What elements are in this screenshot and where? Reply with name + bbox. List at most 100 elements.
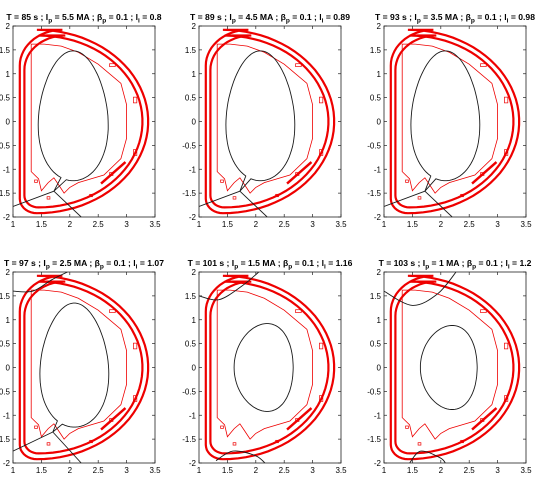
x-tick-label: 1.5 [222, 220, 234, 229]
x-tick-label: 3 [124, 220, 129, 229]
axes-frame [198, 271, 342, 464]
first-wall-contour [30, 289, 127, 440]
vessel-contour [209, 34, 330, 209]
outer-coil-contour [389, 274, 521, 461]
coil-block [417, 196, 422, 200]
x-tick-label: 3.5 [520, 220, 532, 229]
separatrix-leg [199, 190, 241, 207]
y-tick-label: -2 [189, 213, 197, 222]
y-tick-label: -1 [189, 165, 197, 174]
coil-block [319, 149, 324, 156]
x-tick-label: 2 [68, 466, 73, 475]
upper-field-line [13, 272, 69, 293]
coil-block [319, 395, 324, 402]
outer-coil-contour [18, 28, 150, 215]
x-tick-label: 2.5 [93, 220, 105, 229]
first-wall-contour [401, 43, 498, 194]
vessel-contour [209, 280, 330, 455]
x-tick-label: 2 [439, 466, 444, 475]
y-tick-label: 1 [377, 316, 382, 325]
coil-block [504, 149, 509, 156]
y-tick-label: 1 [6, 70, 11, 79]
x-tick-label: 1 [11, 220, 16, 229]
coil-block [460, 193, 464, 198]
core-flux-surface [419, 325, 478, 410]
x-tick-label: 2.5 [93, 466, 105, 475]
y-tick-label: 0.5 [370, 94, 382, 103]
coil-block [295, 63, 302, 67]
outer-coil-contour [204, 274, 336, 461]
y-tick-label: -1 [374, 165, 382, 174]
coil-block [46, 196, 51, 200]
panel-title: T = 93 s ; Ip = 3.5 MA ; βp = 0.1 ; li =… [375, 12, 535, 25]
coil-block [133, 149, 138, 156]
y-tick-label: 0 [377, 118, 382, 127]
y-tick-label: 0 [192, 118, 197, 127]
panel-title: T = 85 s ; Ip = 5.5 MA ; βp = 0.1 ; li =… [6, 12, 161, 25]
y-tick-label: 2 [192, 22, 197, 31]
y-tick-label: -1 [189, 411, 197, 420]
coil-block [504, 96, 509, 104]
y-tick-label: -1 [3, 411, 11, 420]
coil-block [133, 342, 138, 350]
y-tick-label: -1.5 [182, 189, 196, 198]
x-tick-label: 2 [439, 220, 444, 229]
panel-3: T = 93 s ; Ip = 3.5 MA ; βp = 0.1 ; li =… [367, 12, 535, 229]
y-tick-label: -0.5 [367, 387, 381, 396]
coil-block [89, 439, 93, 444]
coil-block [133, 96, 138, 104]
panel-5: T = 101 s ; Ip = 1.5 MA ; βp = 0.1 ; li … [182, 258, 352, 475]
y-tick-label: -1.5 [367, 435, 381, 444]
panel-4: T = 97 s ; Ip = 2.5 MA ; βp = 0.1 ; li =… [0, 258, 164, 475]
panel-title: T = 101 s ; Ip = 1.5 MA ; βp = 0.1 ; li … [188, 258, 353, 271]
axes-frame [12, 25, 156, 218]
x-tick-label: 2.5 [464, 220, 476, 229]
y-tick-label: 2 [192, 268, 197, 277]
coil-block [405, 425, 409, 429]
y-tick-label: 1 [192, 316, 197, 325]
separatrix [410, 50, 481, 192]
axes-frame [383, 271, 527, 464]
y-tick-label: 1 [6, 316, 11, 325]
y-tick-label: -1.5 [0, 435, 11, 444]
y-tick-label: -2 [3, 213, 11, 222]
x-tick-label: 3 [495, 466, 500, 475]
coil-block [417, 442, 422, 446]
y-tick-label: 0.5 [370, 340, 382, 349]
vessel-contour [23, 34, 144, 209]
y-tick-label: 0 [6, 364, 11, 373]
y-tick-label: -0.5 [182, 141, 196, 150]
coil-block [232, 196, 237, 200]
separatrix-leg [13, 431, 53, 452]
coil-block [34, 179, 38, 183]
y-tick-label: -0.5 [0, 141, 11, 150]
coil-block [109, 309, 116, 313]
x-tick-label: 3.5 [335, 466, 347, 475]
x-tick-label: 2.5 [464, 466, 476, 475]
coil-block [220, 179, 224, 183]
panel-title: T = 89 s ; Ip = 4.5 MA ; βp = 0.1 ; li =… [190, 12, 350, 25]
upper-field-line [199, 272, 260, 301]
diagonal-coil [471, 161, 498, 185]
x-tick-label: 1.5 [222, 466, 234, 475]
lower-field-line [215, 450, 266, 463]
panel-1: T = 85 s ; Ip = 5.5 MA ; βp = 0.1 ; li =… [0, 12, 162, 229]
y-tick-label: 0.5 [185, 94, 197, 103]
y-tick-label: 1.5 [185, 292, 197, 301]
y-tick-label: 1.5 [0, 46, 11, 55]
coil-block [133, 395, 138, 402]
x-tick-label: 3 [310, 220, 315, 229]
x-tick-label: 3.5 [335, 220, 347, 229]
y-tick-label: 1.5 [0, 292, 11, 301]
x-tick-label: 1.5 [36, 220, 48, 229]
panel-title: T = 97 s ; Ip = 2.5 MA ; βp = 0.1 ; li =… [4, 258, 164, 271]
y-tick-label: 2 [6, 22, 11, 31]
x-tick-label: 1 [11, 466, 16, 475]
separatrix-leg [384, 190, 426, 207]
separatrix-leg [53, 190, 82, 217]
y-tick-label: -0.5 [182, 387, 196, 396]
y-tick-label: 0.5 [0, 94, 11, 103]
coil-block [89, 193, 93, 198]
separatrix-leg [424, 190, 453, 217]
